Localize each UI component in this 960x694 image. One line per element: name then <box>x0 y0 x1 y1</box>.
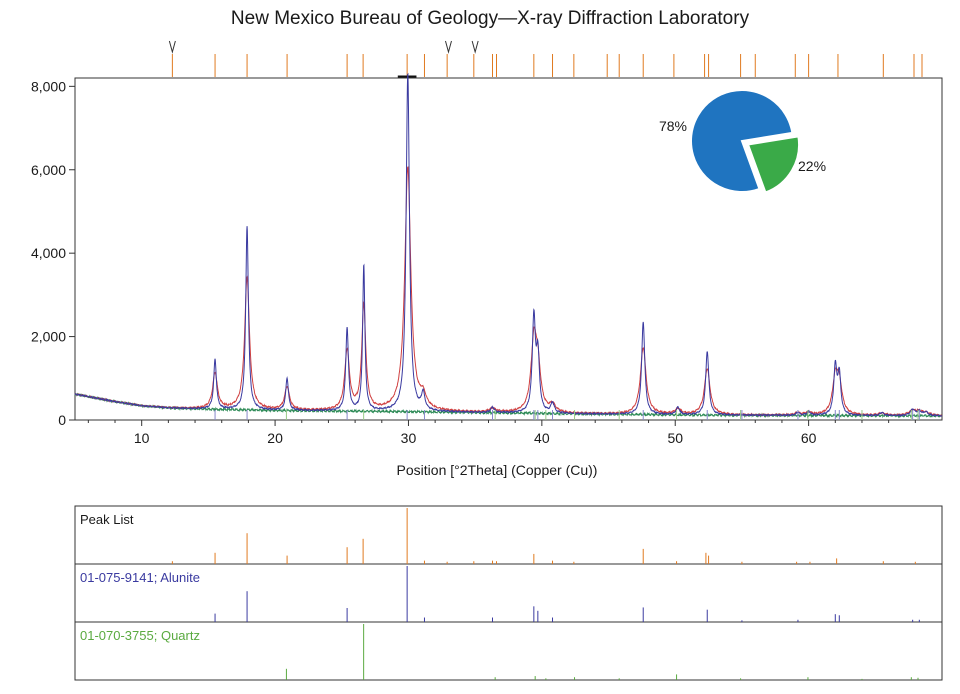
chart-title: New Mexico Bureau of Geology—X-ray Diffr… <box>231 8 750 29</box>
x-tick-label: 40 <box>534 430 550 446</box>
y-tick-label: 4,000 <box>31 245 66 261</box>
alunite-panel <box>214 566 920 622</box>
observed-pattern-line <box>74 72 943 417</box>
pie-slice <box>746 135 800 194</box>
x-tick-label: 30 <box>401 430 417 446</box>
y-tick-label: 6,000 <box>31 162 66 178</box>
main-plot-frame <box>74 77 943 421</box>
phase-pie-chart: 78% 22% <box>659 89 826 194</box>
pie-slice <box>690 89 794 193</box>
x-tick-label: 60 <box>801 430 817 446</box>
x-axis: 10 20 30 40 50 60 <box>87 420 916 446</box>
caret-marker <box>168 40 176 54</box>
quartz-panel-label: 01-070-3755; Quartz <box>80 628 200 643</box>
calculated-pattern-line <box>74 166 942 417</box>
peak-list-panel <box>171 508 916 564</box>
caret-marker <box>444 40 452 54</box>
y-axis: 0 2,000 4,000 6,000 8,000 <box>31 78 75 428</box>
x-tick-label: 10 <box>134 430 150 446</box>
x-tick-label: 50 <box>667 430 683 446</box>
y-tick-label: 8,000 <box>31 78 66 94</box>
alunite-panel-frame <box>74 563 943 623</box>
y-tick-label: 0 <box>58 412 66 428</box>
y-tick-label: 2,000 <box>31 329 66 345</box>
x-tick-label: 20 <box>267 430 283 446</box>
quartz-panel <box>285 624 919 680</box>
pie-label: 22% <box>798 158 826 174</box>
peak-list-panel-frame <box>74 505 943 565</box>
quartz-panel-frame <box>74 621 943 681</box>
main-plot <box>74 72 943 420</box>
pie-label: 78% <box>659 118 687 134</box>
caret-marker <box>471 40 479 54</box>
peak-list-label: Peak List <box>80 512 134 527</box>
x-axis-label: Position [°2Theta] (Copper (Cu)) <box>397 462 598 478</box>
alunite-panel-label: 01-075-9141; Alunite <box>80 570 200 585</box>
top-marker-strip <box>168 40 923 78</box>
